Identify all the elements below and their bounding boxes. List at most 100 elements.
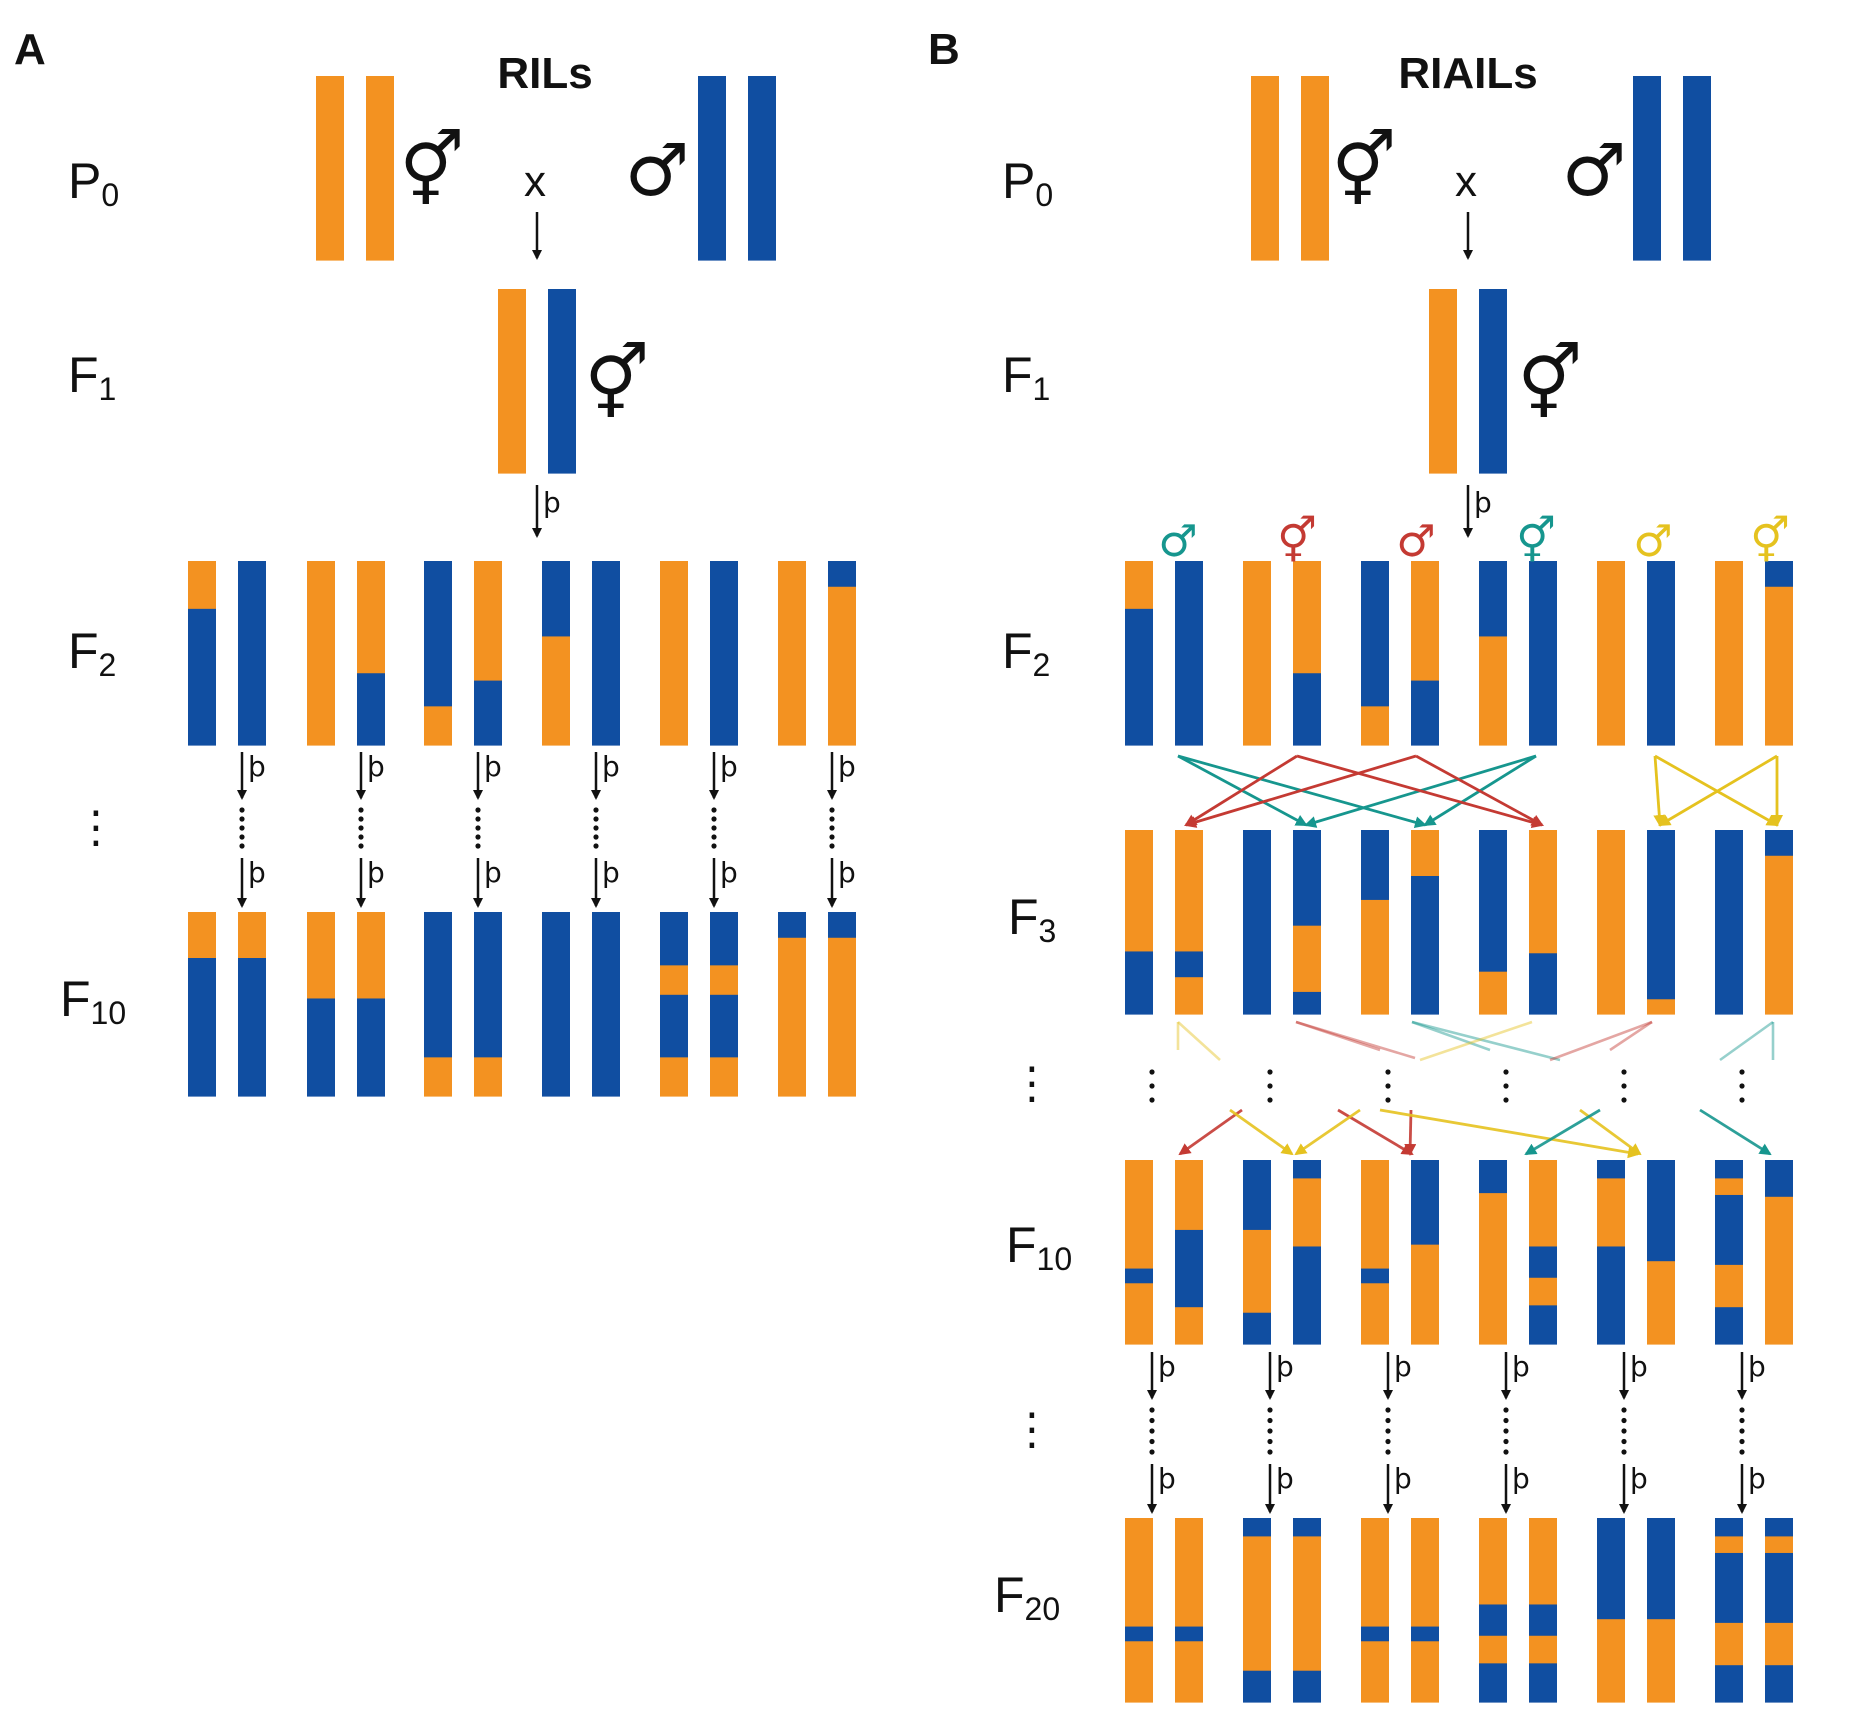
mating-arrow-yellow — [1229, 1108, 1294, 1156]
dot — [711, 843, 717, 849]
dot — [1621, 1083, 1627, 1089]
chromosome-segment — [357, 673, 385, 746]
chromosome-segment — [1765, 1518, 1793, 1537]
gen-label-f2-a: F2 — [68, 623, 116, 683]
chromosome-segment — [1683, 76, 1711, 261]
chromosome-segment — [1715, 830, 1743, 1015]
chromosome-segment — [1479, 830, 1507, 973]
chromosome-segment — [828, 586, 856, 746]
chromosome-segment — [1765, 1622, 1793, 1666]
dot — [1267, 1417, 1273, 1424]
fading-line — [1609, 1020, 1653, 1052]
chromosome-segment — [1293, 1178, 1321, 1248]
chromosome-segment — [542, 912, 570, 1097]
dot — [1739, 1097, 1745, 1103]
hermaphrodite-icon: ⚥ — [584, 341, 649, 425]
selfing-symbol: þ — [1158, 1350, 1176, 1383]
panel-letter-a: A — [14, 25, 46, 74]
dot — [711, 807, 717, 813]
f2-b-0-left — [1125, 561, 1153, 746]
mating-arrow-red — [1415, 754, 1544, 827]
chromosome-segment — [1175, 1160, 1203, 1231]
f2-b-3-left — [1479, 561, 1507, 746]
hermaphrodite-icon: ⚥ — [1331, 128, 1396, 212]
f20-b-0-right — [1175, 1518, 1203, 1703]
selfing-symbol: þ — [248, 856, 266, 889]
chromosome-segment — [1243, 1536, 1271, 1672]
self-column-a-1: þþ — [356, 750, 385, 908]
f20-b-0-left — [1125, 1518, 1153, 1703]
selfing-symbol: þ — [1394, 1350, 1412, 1383]
self-column-b-1: þþ — [1265, 1350, 1294, 1514]
panel-title-a: RILs — [497, 49, 592, 98]
dot — [1149, 1428, 1155, 1434]
selfing-symbol: þ — [1474, 486, 1492, 519]
selfing-symbol: þ — [1630, 1350, 1648, 1383]
hermaphrodite-icon: ⚥ — [1516, 515, 1556, 567]
dot — [829, 843, 835, 849]
chromosome-segment — [1125, 951, 1153, 1015]
dot — [239, 843, 245, 849]
chromosome-segment — [1597, 1619, 1625, 1703]
chromosome-segment — [1361, 561, 1389, 707]
chromosome-segment — [1175, 951, 1203, 978]
chromosome-segment — [1125, 1160, 1153, 1270]
chromosome-segment — [1243, 1312, 1271, 1345]
gen-label-p0-a: P0 — [68, 153, 119, 213]
gen-label-f10-b: F10 — [1006, 1217, 1072, 1277]
chromosome-segment — [1647, 1518, 1675, 1620]
f2-b-3-right — [1529, 561, 1557, 746]
f10-a-2-left — [424, 912, 452, 1097]
chromosome-segment — [1529, 1246, 1557, 1279]
f1-b-left — [1429, 289, 1457, 474]
chromosome-segment — [660, 561, 688, 746]
selfing-symbol: þ — [602, 750, 620, 783]
dot — [358, 843, 364, 849]
selfing-symbol: þ — [367, 856, 385, 889]
selfing-symbol: þ — [838, 856, 856, 889]
chromosome-segment — [1411, 1160, 1439, 1246]
chromosome-segment — [710, 1057, 738, 1097]
dot — [1267, 1069, 1273, 1075]
chromosome-segment — [1529, 1518, 1557, 1606]
selfing-symbol: þ — [484, 856, 502, 889]
chromosome-segment — [1647, 1619, 1675, 1703]
chromosome-segment — [1411, 1641, 1439, 1703]
f2-b-0-right — [1175, 561, 1203, 746]
generation-ellipsis: ⋮ — [1010, 1405, 1054, 1454]
dot — [1149, 1449, 1155, 1455]
dot — [1267, 1097, 1273, 1103]
chromosome-segment — [1479, 1193, 1507, 1345]
dot — [1621, 1097, 1627, 1103]
dot — [829, 834, 835, 840]
f20-b-4-right — [1647, 1518, 1675, 1703]
hermaphrodite-icon: ⚥ — [1277, 515, 1317, 567]
chromosome-segment — [1293, 1246, 1321, 1345]
self-column-b-4: þþ — [1619, 1350, 1648, 1514]
chromosome-segment — [424, 561, 452, 707]
f20-b-4-left — [1597, 1518, 1625, 1703]
chromosome-segment — [1411, 561, 1439, 682]
f20-b-2-left — [1361, 1518, 1389, 1703]
chromosome-segment — [1765, 586, 1793, 746]
hermaphrodite-icon: ⚥ — [399, 128, 464, 212]
chromosome-segment — [710, 912, 738, 966]
chromosome-segment — [1429, 289, 1457, 474]
fading-line — [1295, 1020, 1416, 1060]
chromosome-segment — [1361, 830, 1389, 901]
chromosome-segment — [1765, 1160, 1793, 1198]
chromosome-segment — [1765, 1552, 1793, 1624]
chromosome-segment — [474, 1057, 502, 1097]
chromosome-segment — [238, 958, 266, 1097]
dot — [475, 816, 481, 822]
chromosomes — [188, 76, 1793, 1703]
selfing-symbol: þ — [1630, 1462, 1648, 1495]
chromosome-segment — [1715, 1518, 1743, 1537]
f3-b-2-right — [1411, 830, 1439, 1015]
hermaphrodite-icon: ⚥ — [1750, 515, 1790, 567]
mating-arrow-red — [1184, 754, 1417, 828]
f10-a-4-left — [660, 912, 688, 1097]
fading-line — [1549, 1020, 1653, 1062]
panel-title-b: RIAILs — [1398, 49, 1537, 98]
